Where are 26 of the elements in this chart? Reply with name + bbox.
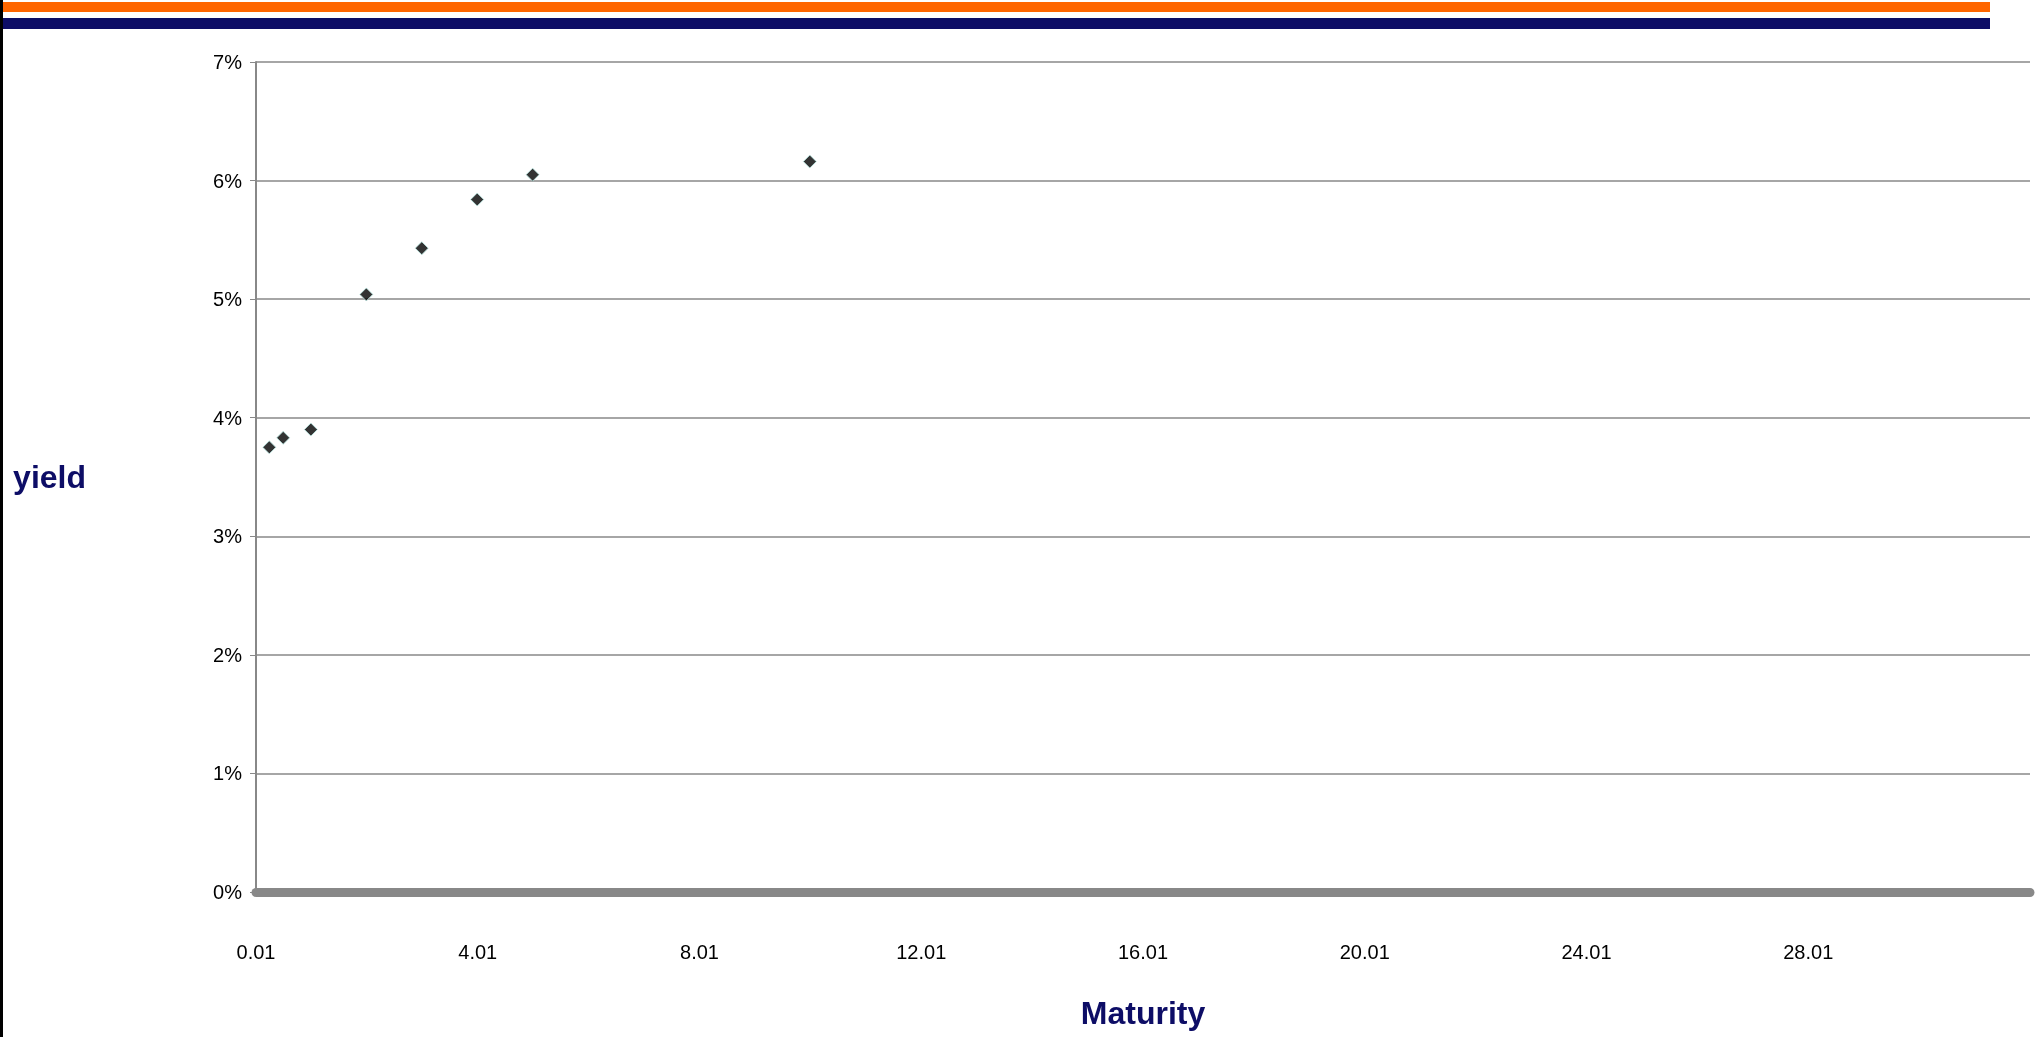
point	[414, 241, 429, 256]
y-tick-label: 0%	[213, 881, 243, 903]
y-tick-label: 2%	[213, 643, 243, 666]
point	[470, 192, 485, 207]
y-tick-label: 3%	[213, 525, 243, 548]
point	[802, 154, 817, 169]
point	[262, 440, 277, 455]
point	[359, 287, 374, 302]
x-tick-label: 4.01	[458, 941, 498, 963]
y-tick-label: 1%	[213, 762, 243, 785]
y-axis-title: yield	[13, 459, 86, 495]
x-tick-label: 24.01	[1561, 941, 1612, 963]
point	[525, 167, 540, 182]
y-tick-label: 4%	[213, 406, 243, 429]
x-axis-title: Maturity	[1080, 995, 1206, 1031]
y-tick-label: 7%	[213, 51, 243, 73]
y-tick-label: 6%	[213, 169, 243, 192]
y-tick-label: 5%	[213, 288, 243, 311]
x-tick-label: 0.01	[236, 941, 276, 963]
point	[276, 430, 291, 445]
x-tick-label: 28.01	[1783, 941, 1834, 963]
x-tick-label: 20.01	[1339, 941, 1390, 963]
x-tick-label: 16.01	[1117, 941, 1169, 963]
x-tick-label: 8.01	[680, 941, 719, 963]
point	[303, 422, 318, 437]
x-tick-label: 12.01	[896, 941, 947, 963]
